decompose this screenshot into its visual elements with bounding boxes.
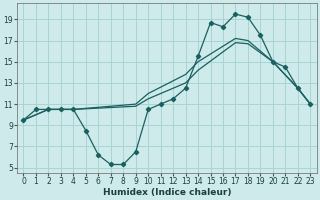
- X-axis label: Humidex (Indice chaleur): Humidex (Indice chaleur): [103, 188, 231, 197]
